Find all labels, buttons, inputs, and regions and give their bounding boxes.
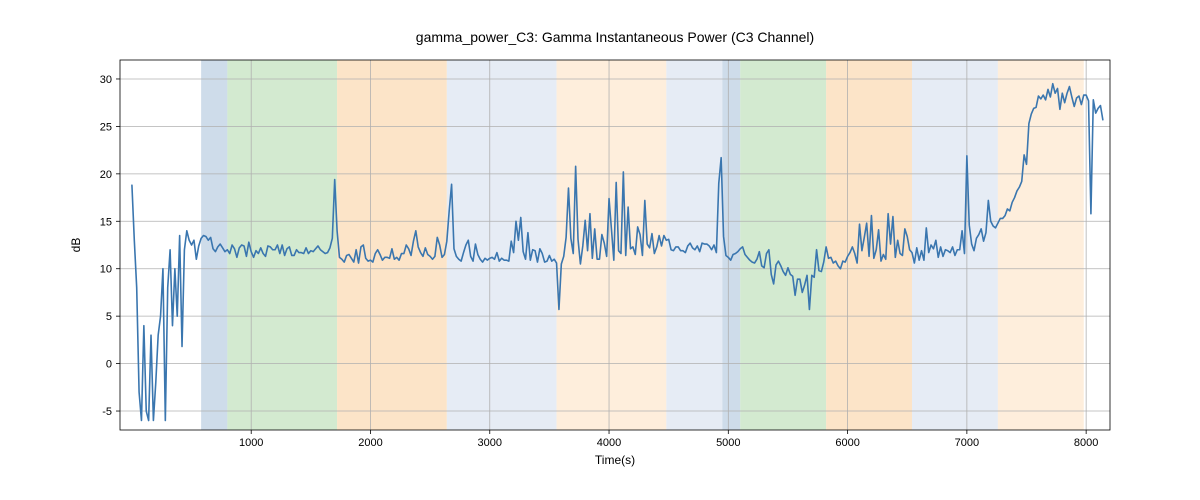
x-tick-label: 8000 — [1074, 437, 1098, 449]
chart-title: gamma_power_C3: Gamma Instantaneous Powe… — [416, 29, 814, 45]
plot-area — [120, 60, 1110, 430]
y-tick-label: 25 — [100, 121, 112, 133]
x-tick-label: 1000 — [239, 437, 263, 449]
x-tick-label: 2000 — [358, 437, 382, 449]
x-tick-label: 4000 — [597, 437, 621, 449]
x-ticks: 1000 2000 3000 4000 5000 6000 7000 8000 — [239, 430, 1098, 449]
x-tick-label: 6000 — [835, 437, 859, 449]
y-ticks: -5 0 5 10 15 20 25 30 — [100, 74, 120, 418]
shaded-band — [998, 60, 1084, 430]
y-tick-label: 10 — [100, 264, 112, 276]
x-axis-label: Time(s) — [595, 453, 635, 467]
y-tick-label: 5 — [106, 311, 112, 323]
y-tick-label: -5 — [102, 406, 112, 418]
y-tick-label: 20 — [100, 169, 112, 181]
shaded-band — [447, 60, 557, 430]
y-tick-label: 15 — [100, 216, 112, 228]
y-tick-label: 0 — [106, 359, 112, 371]
x-tick-label: 3000 — [478, 437, 502, 449]
chart-container: gamma_power_C3: Gamma Instantaneous Powe… — [0, 0, 1200, 500]
x-tick-label: 5000 — [716, 437, 740, 449]
shaded-band — [740, 60, 826, 430]
shaded-band — [201, 60, 227, 430]
chart-svg: gamma_power_C3: Gamma Instantaneous Powe… — [0, 0, 1200, 500]
y-axis-label: dB — [69, 238, 83, 253]
y-tick-label: 30 — [100, 74, 112, 86]
shaded-band — [337, 60, 447, 430]
x-tick-label: 7000 — [955, 437, 979, 449]
